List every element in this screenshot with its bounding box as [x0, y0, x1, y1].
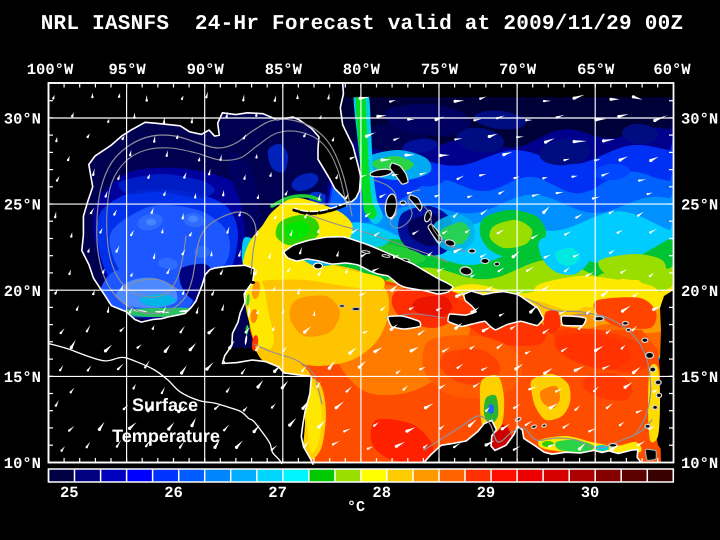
svg-text:80°W: 80°W — [343, 61, 381, 79]
svg-text:60°W: 60°W — [653, 61, 691, 79]
svg-text:°C: °C — [347, 499, 365, 516]
svg-text:15°N: 15°N — [4, 369, 41, 387]
svg-text:10°N: 10°N — [681, 455, 718, 473]
svg-text:30°N: 30°N — [681, 111, 718, 129]
svg-text:29: 29 — [477, 484, 496, 502]
svg-text:100°W: 100°W — [27, 61, 74, 79]
svg-text:10°N: 10°N — [4, 455, 41, 473]
svg-text:65°W: 65°W — [577, 61, 615, 79]
svg-text:Temperature: Temperature — [112, 426, 220, 446]
svg-text:70°W: 70°W — [499, 61, 537, 79]
svg-text:15°N: 15°N — [681, 369, 718, 387]
svg-text:90°W: 90°W — [187, 61, 225, 79]
svg-text:85°W: 85°W — [265, 61, 303, 79]
svg-text:Surface: Surface — [132, 395, 198, 415]
svg-text:25°N: 25°N — [681, 197, 718, 215]
svg-text:75°W: 75°W — [421, 61, 459, 79]
svg-text:95°W: 95°W — [108, 61, 146, 79]
svg-text:30°N: 30°N — [4, 111, 41, 129]
svg-text:20°N: 20°N — [4, 283, 41, 301]
svg-text:20°N: 20°N — [681, 283, 718, 301]
svg-text:27: 27 — [268, 484, 287, 502]
svg-text:25: 25 — [60, 484, 79, 502]
svg-text:26: 26 — [164, 484, 183, 502]
svg-text:25°N: 25°N — [4, 197, 41, 215]
svg-text:28: 28 — [372, 484, 391, 502]
svg-text:30: 30 — [581, 484, 600, 502]
svg-text:NRL IASNFS 24-Hr Forecast val: NRL IASNFS 24-Hr Forecast valid at 2009/… — [41, 13, 684, 36]
